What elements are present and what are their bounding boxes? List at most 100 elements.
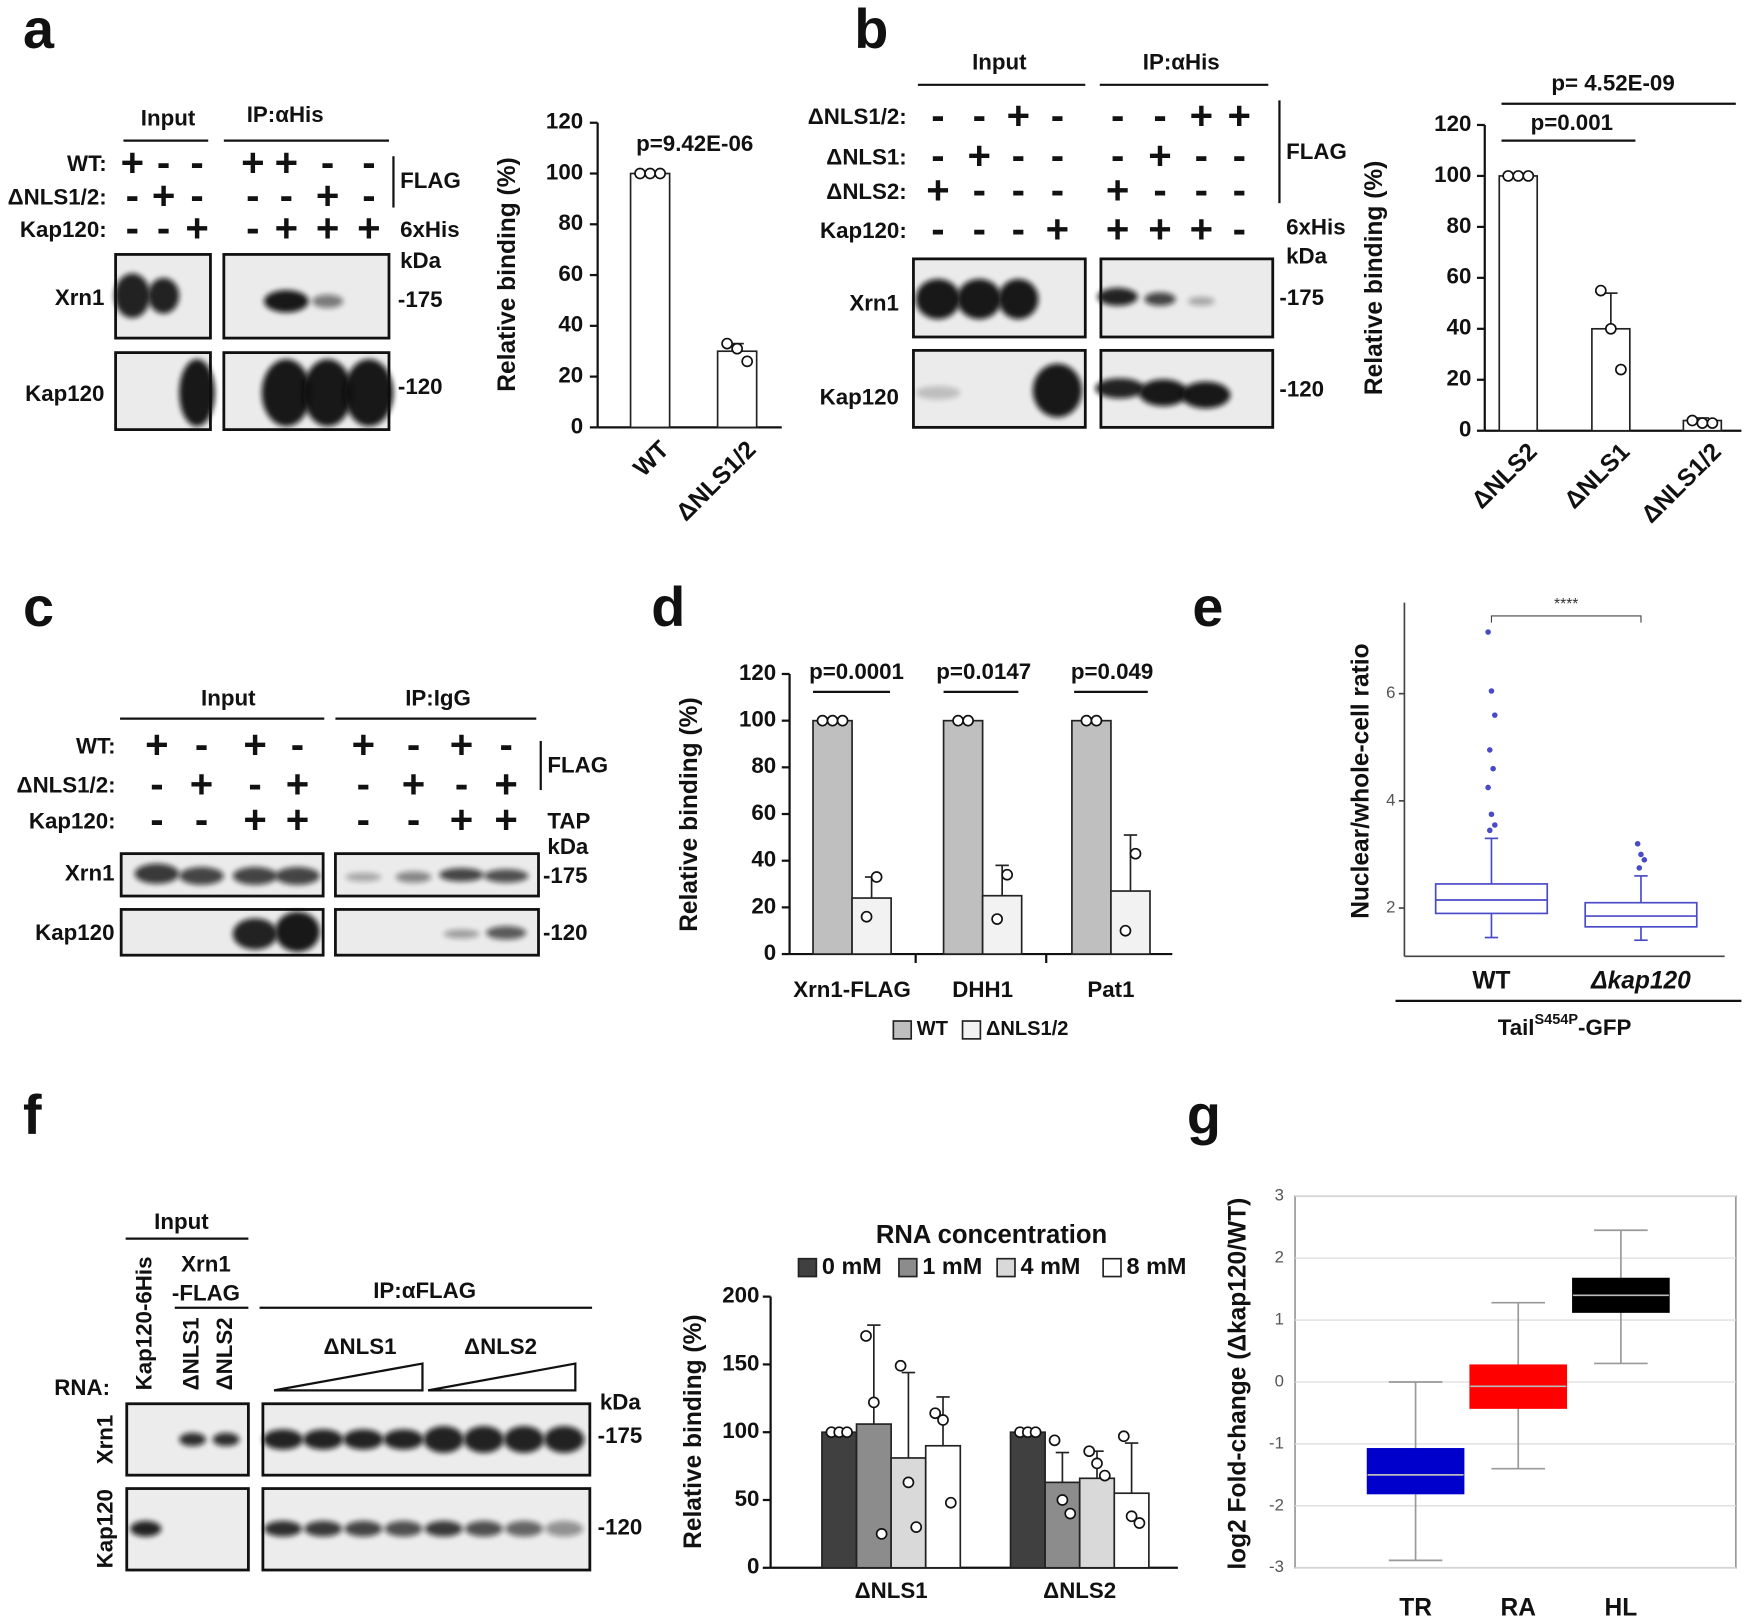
outlier-point [1492,712,1498,718]
sign: + [1007,93,1030,138]
y-tick-label: 6 [1386,683,1395,702]
data-point [1064,1507,1077,1520]
data-point [1133,1517,1146,1529]
legend-label: WT [917,1018,949,1040]
row-label: ΔNLS1: [826,144,906,169]
legend-title: RNA concentration [876,1221,1107,1249]
outlier-point [1634,840,1641,847]
x-tick-label: ΔNLS1 [855,1578,928,1603]
blot-band [505,1520,543,1537]
x-tick-label: Δkap120 [1590,967,1691,994]
legend-label: 4 mM [1021,1253,1081,1279]
sign: + [286,761,309,806]
sign: - [362,140,375,185]
y-tick-label: 4 [1386,790,1395,809]
blot-band [424,1520,463,1537]
sign: - [357,761,370,806]
annotation: p=9.42E-06 [636,131,753,156]
sign: + [190,761,213,806]
size-marker: -120 [598,1515,643,1540]
bar [890,1457,927,1569]
data-point [1098,1469,1111,1482]
y-tick-label: 0 [1275,1371,1284,1390]
size-marker: -120 [398,374,443,399]
sign: - [1233,207,1246,252]
tag-label: FLAG [1286,139,1347,164]
data-point [910,1521,923,1533]
y-tick-label: 100 [739,707,776,732]
sign: + [1190,93,1213,138]
x-axis-label-part: S454P [1535,1012,1579,1028]
sign: + [968,133,991,178]
data-point [826,714,839,727]
tag-label: kDa [547,834,589,859]
data-point [816,714,829,727]
legend-swatch [961,1020,982,1040]
sign: - [1195,168,1208,213]
data-point [944,1496,957,1509]
bar [1498,175,1539,432]
blot-band [344,359,394,427]
sign: + [1148,207,1171,252]
sign: - [157,206,170,251]
blot-band [915,278,961,320]
size-marker: -175 [543,863,588,888]
y-tick-label: 40 [558,312,583,337]
sign: - [190,173,203,218]
sign: - [280,173,293,218]
blot-band [262,1429,304,1450]
y-tick-label: 0 [747,1554,759,1579]
y-tick-label: 100 [722,1418,759,1443]
bar [981,894,1023,955]
blot-band [1181,381,1231,409]
blot-band [463,1426,504,1453]
sign: - [1153,93,1166,138]
x-tick-label: Pat1 [1087,977,1134,1002]
data-point [1056,1494,1069,1506]
data-point [1604,322,1617,335]
data-point [991,913,1003,925]
y-tick-label: 120 [739,660,776,685]
x-tick-label: RA [1501,1595,1537,1618]
data-point [1686,414,1699,427]
legend-swatch [996,1257,1016,1278]
y-tick-label: 80 [558,210,583,235]
data-point [937,1414,949,1426]
panel-label: g [1187,1083,1221,1146]
x-tick-label: ΔNLS1 [1559,438,1635,514]
sign: - [126,206,139,251]
sign: - [499,722,512,767]
outlier-point [1488,811,1495,818]
y-tick-label: 0 [1459,417,1471,442]
row-label: WT: [67,151,107,176]
y-axis-label: Relative binding (%) [680,1314,707,1548]
data-point [1090,714,1103,727]
blot-band [998,278,1039,320]
blot-header: Input [154,1209,209,1234]
x-tick-label: ΔNLS2 [1043,1578,1116,1603]
sign: - [931,207,944,252]
x-axis-label: TailS454P-GFP [1498,1012,1632,1040]
sign: - [150,761,163,806]
sign: - [195,797,208,842]
protein-label: Xrn1 [65,861,115,886]
data-point [634,167,646,180]
blot-band [1097,287,1138,306]
sign: - [407,722,420,767]
x-tick-label: ΔNLS1/2 [1636,438,1726,528]
size-marker: -175 [598,1423,643,1448]
sign: - [407,797,420,842]
blot-band [147,277,180,314]
y-tick-label: 50 [735,1486,760,1511]
data-point [1502,170,1515,182]
y-tick-label: 20 [558,362,583,387]
tag-label: 6xHis [1286,215,1346,240]
blot-header: IP:IgG [405,686,471,711]
sign: - [973,168,986,213]
bar [1071,719,1112,955]
sign: - [1051,168,1064,213]
sign: + [352,722,375,767]
bar [1009,1431,1046,1569]
sign: - [973,93,986,138]
